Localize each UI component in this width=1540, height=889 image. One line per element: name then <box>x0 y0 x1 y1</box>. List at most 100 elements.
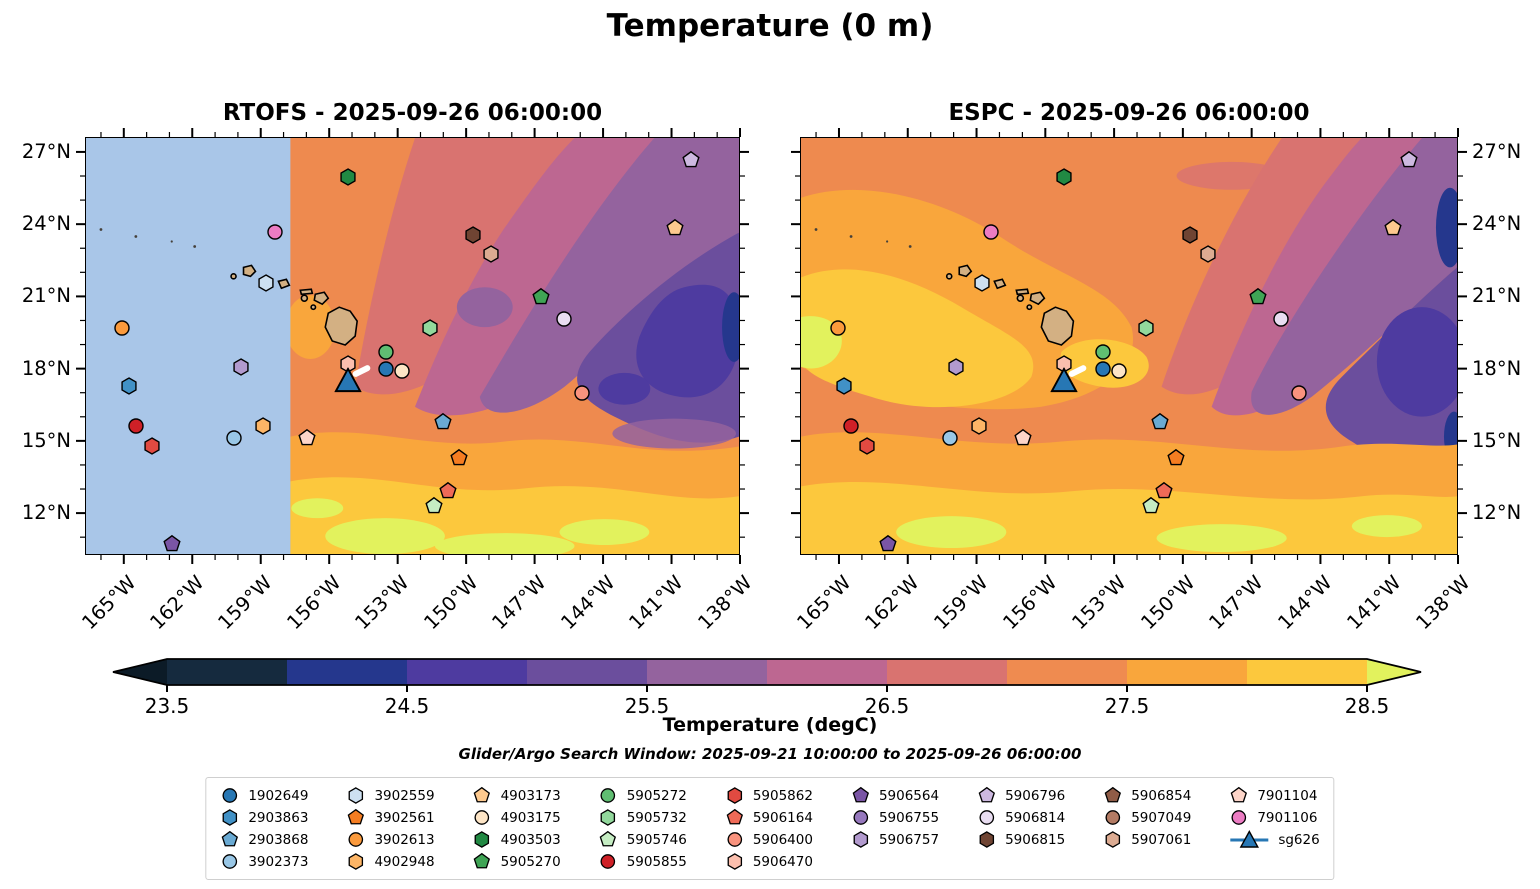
legend-column: 5906854 5907049 5907061 <box>1103 785 1191 872</box>
lon-tick-label: 165°W <box>792 571 856 635</box>
legend-item-label: 5906796 <box>1005 787 1066 804</box>
circle-marker-icon <box>599 786 618 805</box>
colorbar: 23.5 24.5 25.5 26.5 27.5 28.5 <box>112 658 1422 718</box>
legend-item-5906796: 5906796 <box>977 785 1065 806</box>
float-marker-5905732 <box>420 318 440 342</box>
circle-marker-icon <box>1103 808 1122 827</box>
float-marker-5906815 <box>1180 225 1200 249</box>
legend-item-label: 5906564 <box>878 787 940 804</box>
legend-item-5906815: 5906815 <box>977 829 1065 850</box>
lon-tick-label: 150°W <box>419 571 483 635</box>
legend-item-4902948: 4902948 <box>346 851 435 872</box>
legend-item-label: 3902561 <box>374 809 435 826</box>
lon-tick-label: 150°W <box>1136 571 1200 635</box>
float-marker-3902561 <box>1166 448 1186 472</box>
legend-item-label: 5906814 <box>1005 809 1066 826</box>
hexagon-marker-icon <box>977 830 996 849</box>
legend-item-5906755: 5906755 <box>851 807 939 828</box>
hexagon-marker-icon <box>851 830 870 849</box>
legend-item-label: 1902649 <box>248 787 309 804</box>
map-panel-rtofs <box>85 137 740 555</box>
float-marker-4903173 <box>1383 218 1403 242</box>
float-marker-5906164 <box>1154 481 1174 505</box>
legend-item-label: 5905732 <box>626 809 687 826</box>
pentagon-marker-icon <box>1103 786 1122 805</box>
hexagon-marker-icon <box>725 786 744 805</box>
legend-item-label: 5906164 <box>752 809 813 826</box>
legend-item-label: 4903173 <box>500 787 561 804</box>
float-marker-5906400 <box>1289 383 1309 407</box>
lon-tick-label: 162°W <box>860 571 925 635</box>
hexagon-marker-icon <box>473 830 492 849</box>
pentagon-marker-icon <box>725 808 744 827</box>
legend-column: 5905862 5906164 5906400 5906470 <box>725 785 813 872</box>
float-marker-5905855 <box>126 416 146 440</box>
legend-item-label: 3902559 <box>374 787 435 804</box>
lat-tick-label: 12°N <box>1472 501 1522 525</box>
float-marker-2903868 <box>433 412 453 436</box>
legend-item-3902613: 3902613 <box>346 829 435 850</box>
float-marker-5905270 <box>1248 287 1268 311</box>
lon-tick-label: 141°W <box>624 571 688 635</box>
legend-column: 4903173 4903175 4903503 5905270 <box>473 785 561 872</box>
lat-tick-label: 15°N <box>21 428 71 452</box>
lon-tick-label: 159°W <box>929 571 993 635</box>
legend-item-label: 2903868 <box>248 831 309 848</box>
legend-item-label: 5906757 <box>878 831 940 848</box>
legend-item-5905855: 5905855 <box>599 851 687 872</box>
legend-item-label: 4903503 <box>500 831 561 848</box>
legend-item-5907061: 5907061 <box>1103 829 1191 850</box>
legend-item-5905272: 5905272 <box>599 785 687 806</box>
legend-item-5906757: 5906757 <box>851 829 939 850</box>
lat-tick-label: 21°N <box>1472 284 1522 308</box>
legend-item-label: 5905746 <box>626 831 687 848</box>
legend-item-2903868: 2903868 <box>220 829 308 850</box>
lon-tick-label: 147°W <box>1204 571 1268 635</box>
hexagon-marker-icon <box>346 852 365 871</box>
legend-item-label: 5906470 <box>752 853 813 870</box>
float-marker-5906564 <box>162 534 182 554</box>
lon-tick-label: 147°W <box>487 571 551 635</box>
float-marker-3902373 <box>940 428 960 452</box>
legend-column: 5906796 5906814 5906815 <box>977 785 1065 872</box>
hexagon-marker-icon <box>599 808 618 827</box>
hexagon-marker-icon <box>346 786 365 805</box>
float-marker-5905862 <box>857 436 877 460</box>
float-marker-4903175 <box>392 361 412 385</box>
float-marker-3902561 <box>449 448 469 472</box>
circle-marker-icon <box>346 830 365 849</box>
float-marker-5906814 <box>1271 309 1291 333</box>
pentagon-marker-icon <box>851 786 870 805</box>
legend-item-4903173: 4903173 <box>473 785 561 806</box>
legend-item-label: 7901104 <box>1257 787 1318 804</box>
legend-item-5906400: 5906400 <box>725 829 813 850</box>
legend-item-label: 2903863 <box>248 809 309 826</box>
colorbar-tick-label: 27.5 <box>1104 694 1150 718</box>
float-marker-sg626 <box>333 366 362 398</box>
hexagon-marker-icon <box>220 808 239 827</box>
colorbar-tick-label: 23.5 <box>144 694 190 718</box>
legend-item-5905862: 5905862 <box>725 785 813 806</box>
legend-item-5906854: 5906854 <box>1103 785 1191 806</box>
circle-marker-icon <box>851 808 870 827</box>
float-marker-5906757 <box>946 357 966 381</box>
search-window-subtitle: Glider/Argo Search Window: 2025-09-21 10… <box>458 745 1082 763</box>
glider-legend-icon <box>1230 829 1269 848</box>
float-marker-4903173 <box>665 218 685 242</box>
float-marker-4902948 <box>253 416 273 440</box>
lon-tick-label: 141°W <box>1342 571 1406 635</box>
float-marker-5905855 <box>841 416 861 440</box>
float-marker-2903863 <box>119 376 139 400</box>
float-marker-7901104 <box>1013 428 1033 452</box>
legend-item-label: 3902613 <box>374 831 435 848</box>
lat-tick-label: 27°N <box>21 139 71 163</box>
lon-tick-label: 156°W <box>998 571 1062 635</box>
legend-item-3902373: 3902373 <box>220 851 308 872</box>
colorbar-tick-label: 25.5 <box>624 694 670 718</box>
float-marker-5905272 <box>1093 342 1113 366</box>
float-marker-5906814 <box>554 309 574 333</box>
float-marker-3902373 <box>224 428 244 452</box>
legend-item-7901104: 7901104 <box>1229 785 1319 806</box>
legend-item-5906814: 5906814 <box>977 807 1065 828</box>
